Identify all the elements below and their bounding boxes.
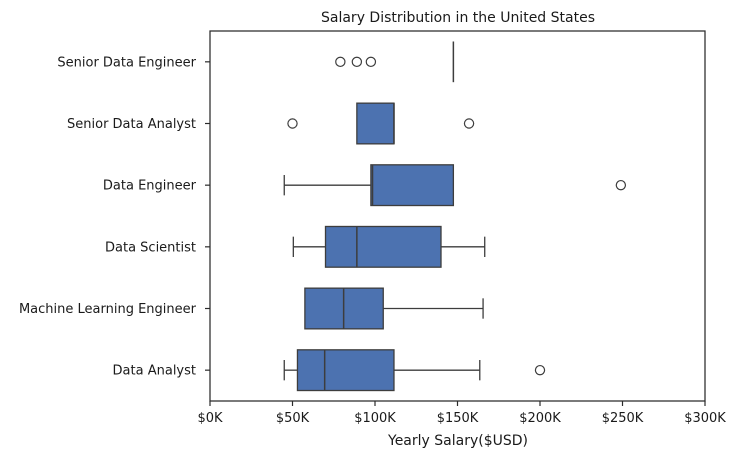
y-tick-label: Data Engineer: [103, 179, 197, 194]
x-tick-label: $0K: [197, 411, 223, 426]
x-tick-label: $100K: [354, 411, 396, 426]
box-group-senior-data-analyst: [287, 102, 475, 145]
outlier-point: [365, 56, 377, 68]
outlier-point: [351, 56, 363, 68]
plot-frame: [209, 30, 706, 402]
plot-area: [283, 41, 627, 392]
x-tick-label: $150K: [437, 411, 479, 426]
outlier-point: [335, 56, 346, 68]
box-group-senior-data-engineer: [335, 41, 455, 83]
box-group-data-scientist: [292, 225, 486, 268]
chart-title: Salary Distribution in the United States: [321, 10, 595, 26]
y-tick-label: Data Analyst: [113, 364, 196, 379]
box-group-data-analyst: [283, 349, 546, 392]
box-iqr: [370, 164, 455, 207]
box-iqr: [324, 225, 442, 268]
x-axis: $0K $50K $100K $150K $200K $250K $300K: [197, 401, 726, 426]
outlier-point: [615, 179, 627, 191]
x-tick-label: $200K: [519, 411, 561, 426]
outlier-point: [287, 118, 298, 129]
x-axis-label: Yearly Salary($USD): [387, 433, 528, 449]
box-group-data-engineer: [283, 164, 627, 207]
x-tick-label: $50K: [276, 411, 310, 426]
y-tick-label: Senior Data Analyst: [67, 117, 196, 132]
outlier-point: [534, 364, 546, 376]
box-iqr: [356, 102, 395, 145]
y-tick-label: Data Scientist: [105, 240, 196, 255]
box-group-machine-learning-engineer: [304, 287, 484, 330]
x-tick-label: $300K: [684, 411, 726, 426]
x-tick-label: $250K: [602, 411, 644, 426]
outlier-point: [463, 118, 475, 129]
box-iqr: [296, 349, 395, 392]
y-tick-label: Machine Learning Engineer: [19, 302, 197, 317]
y-tick-label: Senior Data Engineer: [57, 55, 196, 70]
y-axis: Senior Data Engineer Senior Data Analyst D…: [19, 55, 210, 379]
